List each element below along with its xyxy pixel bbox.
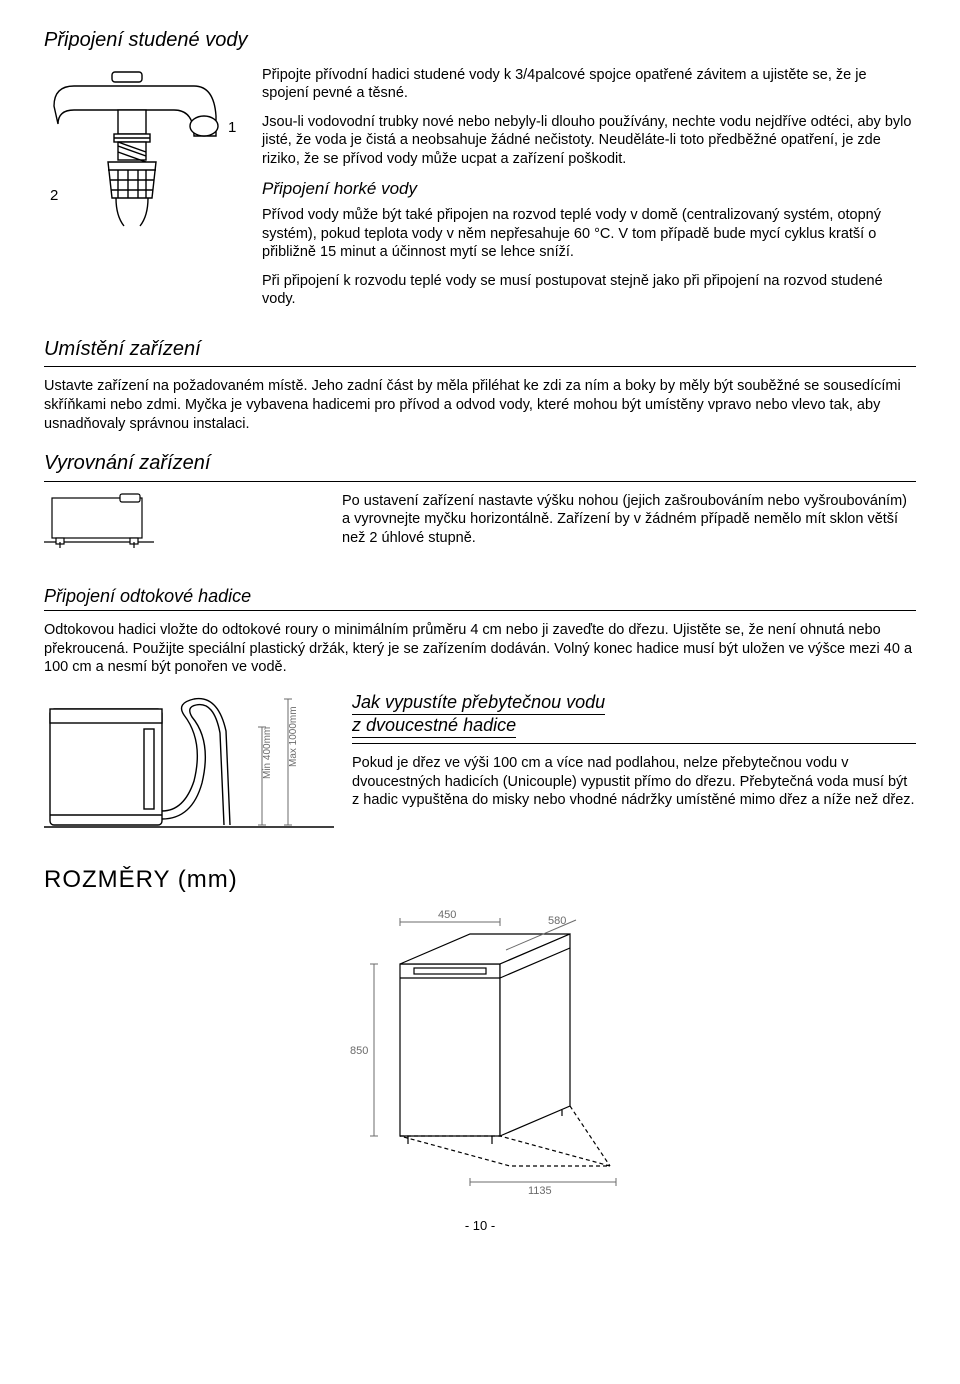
dim-depth: 580 (548, 915, 566, 927)
rule (44, 610, 916, 611)
heading-positioning: Umístění zařízení (44, 337, 916, 363)
hot-p1: Přívod vody může být také připojen na ro… (262, 206, 916, 262)
heading-drain-hose: Připojení odtokové hadice (44, 585, 916, 608)
dim-width: 450 (438, 909, 456, 921)
drain-height-diagram: Min 400mm Max 1000mm (44, 691, 334, 841)
diagram-label-2: 2 (50, 187, 58, 204)
diagram-label-1: 1 (228, 119, 236, 136)
positioning-p1: Ustavte zařízení na požadovaném místě. J… (44, 377, 916, 433)
max-height-label: Max 1000mm (288, 706, 299, 767)
drain-p1: Odtokovou hadici vložte do odtokové rour… (44, 621, 916, 677)
heading-excess-l2: z dvoucestné hadice (352, 715, 516, 738)
section-positioning: Umístění zařízení Ustavte zařízení na po… (44, 337, 916, 433)
heading-hot-water: Připojení horké vody (262, 178, 916, 200)
section-drain-hose: Připojení odtokové hadice Odtokovou hadi… (44, 585, 916, 841)
heading-dimensions: ROZMĚRY (mm) (44, 865, 916, 896)
excess-water-block: Jak vypustíte přebytečnou vodu z dvouces… (352, 691, 916, 841)
cold-water-text: Připojte přívodní hadici studené vody k … (262, 66, 916, 319)
page-number: - 10 - (44, 1218, 916, 1235)
excess-p1: Pokud je dřez ve výši 100 cm a více nad … (352, 754, 916, 810)
rule (44, 481, 916, 482)
dim-height: 850 (350, 1045, 368, 1057)
heading-excess-l1: Jak vypustíte přebytečnou vodu (352, 692, 605, 715)
heading-cold-water: Připojení studené vody (44, 28, 916, 54)
section-dimensions: ROZMĚRY (mm) (44, 865, 916, 1194)
cold-p2: Jsou-li vodovodní trubky nové nebo nebyl… (262, 113, 916, 169)
tap-diagram: 1 2 (44, 66, 244, 319)
dimensions-diagram: 450 580 850 1135 (310, 904, 650, 1194)
min-height-label: Min 400mm (262, 727, 273, 779)
section-cold-water: Připojení studené vody (44, 28, 916, 319)
dim-open: 1135 (528, 1185, 552, 1194)
heading-levelling: Vyrovnání zařízení (44, 451, 916, 477)
level-diagram (44, 492, 154, 558)
hot-p2: Při připojení k rozvodu teplé vody se mu… (262, 272, 916, 309)
rule (352, 743, 916, 744)
section-levelling: Vyrovnání zařízení Po ustavení (44, 451, 916, 557)
rule (44, 366, 916, 367)
cold-p1: Připojte přívodní hadici studené vody k … (262, 66, 916, 103)
levelling-p1: Po ustavení zařízení nastavte výšku noho… (342, 492, 916, 548)
